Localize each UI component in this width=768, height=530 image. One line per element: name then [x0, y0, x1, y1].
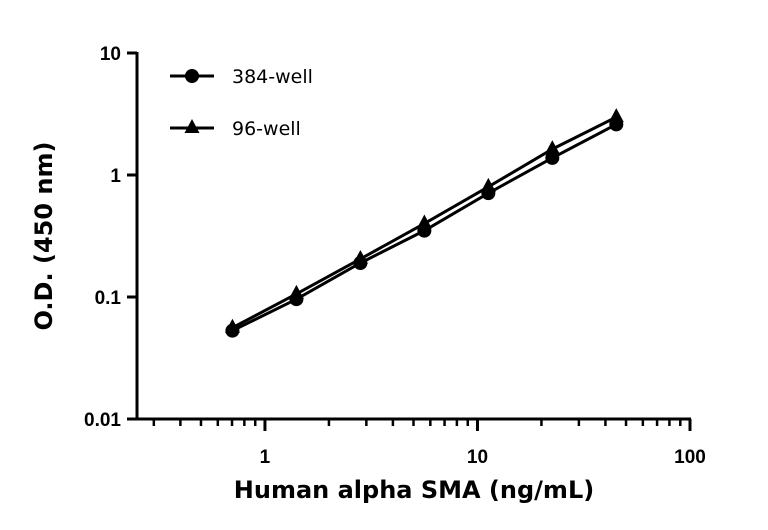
x-tick-label: 1: [260, 447, 271, 468]
legend: 384-well 96-well: [170, 66, 313, 140]
series-layer: [224, 108, 624, 338]
y-tick-label: 0.1: [95, 288, 122, 309]
data-point: [544, 140, 560, 155]
legend-label: 96-well: [232, 118, 301, 140]
y-tick-label: 0.01: [84, 410, 121, 431]
x-tick-label: 100: [674, 447, 706, 468]
legend-label: 384-well: [232, 66, 313, 88]
x-tick-label: 10: [467, 447, 488, 468]
y-tick-label: 10: [100, 44, 121, 65]
series-96-well: [224, 108, 624, 333]
data-point: [416, 214, 432, 229]
x-axis-label: Human alpha SMA (ng/mL): [234, 476, 594, 504]
data-point: [352, 249, 368, 264]
data-point: [224, 318, 240, 333]
data-point: [545, 150, 560, 165]
y-axis-label: O.D. (450 nm): [30, 142, 58, 331]
legend-item: 96-well: [170, 118, 301, 140]
data-point: [480, 177, 496, 192]
y-tick-label: 1: [110, 166, 121, 187]
legend-item: 384-well: [170, 66, 313, 88]
axes: 1 10 100 0.01 0.1 1 10: [84, 44, 706, 468]
circle-marker-icon: [185, 69, 199, 83]
data-point: [288, 284, 304, 299]
triangle-marker-icon: [184, 119, 200, 133]
data-point: [608, 108, 624, 123]
